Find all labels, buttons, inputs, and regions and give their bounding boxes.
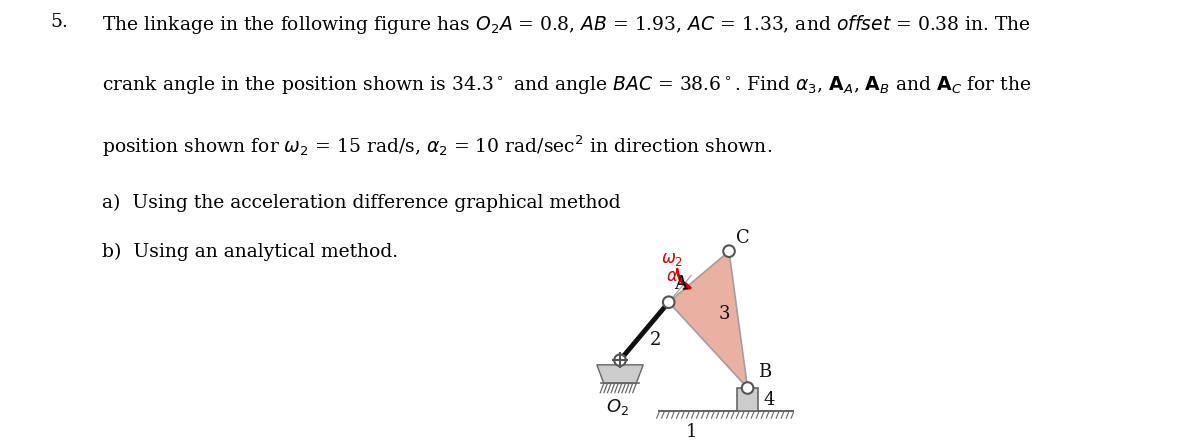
- Text: $\alpha_2$: $\alpha_2$: [666, 269, 685, 286]
- Text: 5.: 5.: [50, 13, 68, 31]
- Circle shape: [724, 245, 734, 257]
- Text: a)  Using the acceleration difference graphical method: a) Using the acceleration difference gra…: [102, 194, 620, 212]
- Bar: [737, 388, 758, 411]
- Text: The linkage in the following figure has $O_2A$ = 0.8, $AB$ = 1.93, $AC$ = 1.33, : The linkage in the following figure has …: [102, 13, 1031, 37]
- Text: $\omega_2$: $\omega_2$: [661, 251, 683, 268]
- Text: 2: 2: [650, 331, 661, 350]
- Text: position shown for $\omega_2$ = 15 rad/s, $\alpha_2$ = 10 rad/sec$^2$ in directi: position shown for $\omega_2$ = 15 rad/s…: [102, 134, 772, 159]
- Text: 4: 4: [764, 391, 775, 409]
- Text: A: A: [674, 275, 688, 293]
- Circle shape: [662, 297, 674, 308]
- Text: 3: 3: [719, 305, 730, 323]
- Text: 1: 1: [686, 423, 697, 441]
- Text: B: B: [758, 363, 772, 381]
- Text: crank angle in the position shown is 34.3$^\circ$ and angle $\mathit{BAC}$ = 38.: crank angle in the position shown is 34.…: [102, 74, 1032, 95]
- Circle shape: [614, 355, 626, 366]
- Polygon shape: [668, 251, 748, 388]
- Text: b)  Using an analytical method.: b) Using an analytical method.: [102, 243, 398, 261]
- Polygon shape: [596, 365, 643, 384]
- Text: C: C: [736, 228, 750, 247]
- Circle shape: [742, 382, 754, 394]
- Text: $O_2$: $O_2$: [606, 397, 629, 417]
